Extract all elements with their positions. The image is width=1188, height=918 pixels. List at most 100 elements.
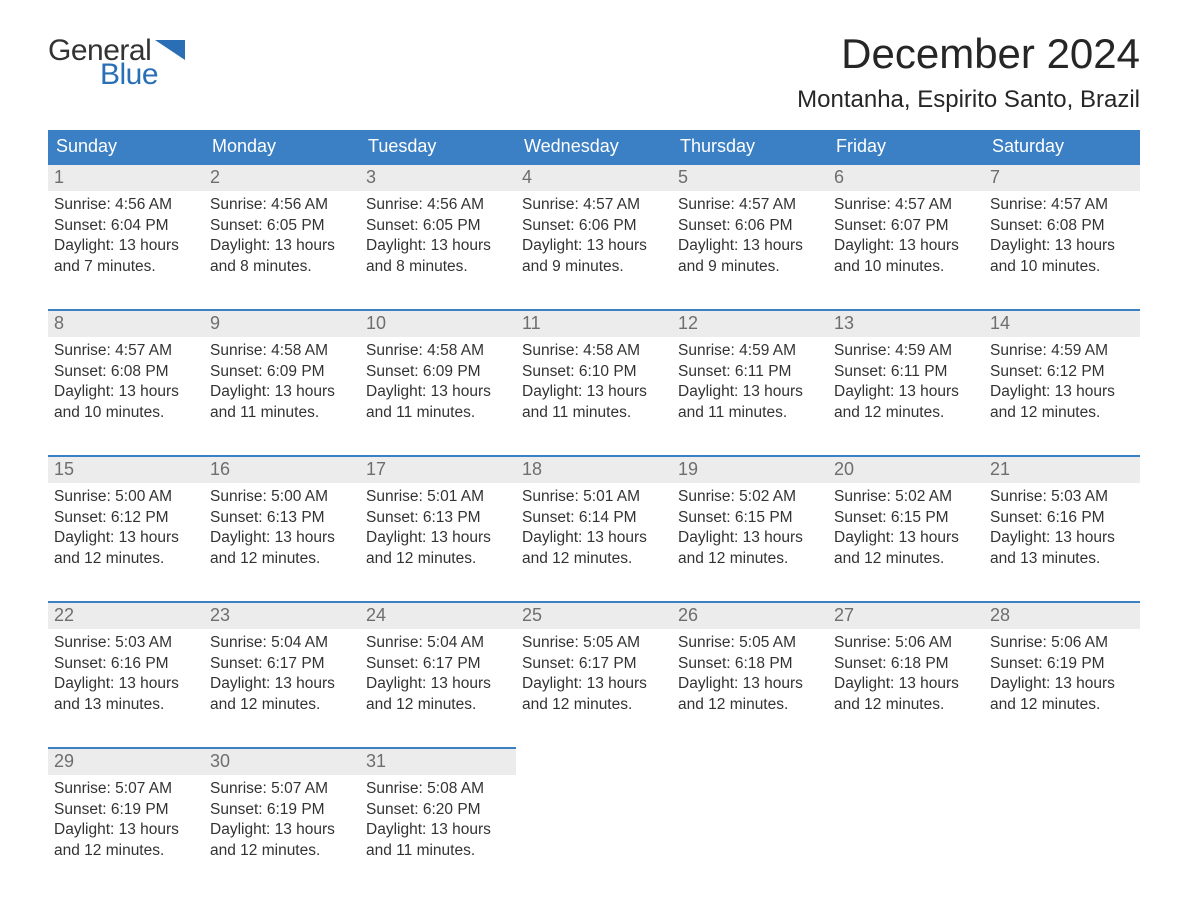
detail-line: Sunset: 6:18 PM xyxy=(678,654,822,675)
day-details: Sunrise: 5:03 AMSunset: 6:16 PMDaylight:… xyxy=(48,629,204,723)
day-header: Sunday xyxy=(48,130,204,164)
week-spacer xyxy=(48,733,1140,748)
day-number: 9 xyxy=(204,311,360,337)
detail-line: and 12 minutes. xyxy=(834,549,978,570)
detail-line: Sunrise: 4:56 AM xyxy=(366,195,510,216)
calendar-cell xyxy=(828,748,984,879)
day-number: 10 xyxy=(360,311,516,337)
day-details: Sunrise: 5:05 AMSunset: 6:18 PMDaylight:… xyxy=(672,629,828,723)
day-number: 13 xyxy=(828,311,984,337)
detail-line: and 13 minutes. xyxy=(990,549,1134,570)
day-details: Sunrise: 4:57 AMSunset: 6:08 PMDaylight:… xyxy=(48,337,204,431)
detail-line: and 12 minutes. xyxy=(366,549,510,570)
detail-line: and 12 minutes. xyxy=(54,841,198,862)
detail-line: Sunset: 6:18 PM xyxy=(834,654,978,675)
detail-line: Daylight: 13 hours xyxy=(678,674,822,695)
day-details: Sunrise: 5:03 AMSunset: 6:16 PMDaylight:… xyxy=(984,483,1140,577)
calendar-week: 15Sunrise: 5:00 AMSunset: 6:12 PMDayligh… xyxy=(48,456,1140,587)
detail-line: Daylight: 13 hours xyxy=(210,674,354,695)
detail-line: Daylight: 13 hours xyxy=(834,236,978,257)
calendar-week: 1Sunrise: 4:56 AMSunset: 6:04 PMDaylight… xyxy=(48,164,1140,295)
day-header: Tuesday xyxy=(360,130,516,164)
detail-line: Sunrise: 4:57 AM xyxy=(990,195,1134,216)
detail-line: Sunset: 6:19 PM xyxy=(210,800,354,821)
detail-line: Daylight: 13 hours xyxy=(990,382,1134,403)
detail-line: Sunrise: 4:58 AM xyxy=(210,341,354,362)
day-number: 11 xyxy=(516,311,672,337)
day-details: Sunrise: 5:06 AMSunset: 6:18 PMDaylight:… xyxy=(828,629,984,723)
detail-line: Sunrise: 4:59 AM xyxy=(678,341,822,362)
detail-line: Sunset: 6:11 PM xyxy=(834,362,978,383)
detail-line: and 12 minutes. xyxy=(210,695,354,716)
detail-line: Daylight: 13 hours xyxy=(366,236,510,257)
detail-line: Sunset: 6:11 PM xyxy=(678,362,822,383)
detail-line: Sunset: 6:09 PM xyxy=(366,362,510,383)
calendar-week: 8Sunrise: 4:57 AMSunset: 6:08 PMDaylight… xyxy=(48,310,1140,441)
calendar-cell: 23 Sunrise: 5:04 AMSunset: 6:17 PMDayligh… xyxy=(204,602,360,733)
week-spacer xyxy=(48,295,1140,310)
calendar-cell: 5Sunrise: 4:57 AMSunset: 6:06 PMDaylight… xyxy=(672,164,828,295)
detail-line: Daylight: 13 hours xyxy=(834,674,978,695)
day-number: 19 xyxy=(672,457,828,483)
logo-text-blue: Blue xyxy=(100,60,185,90)
detail-line: Sunrise: 4:59 AM xyxy=(990,341,1134,362)
detail-line: Sunrise: 5:04 AM xyxy=(210,633,354,654)
detail-line: Daylight: 13 hours xyxy=(54,236,198,257)
detail-line: Sunset: 6:05 PM xyxy=(366,216,510,237)
detail-line: Sunrise: 5:01 AM xyxy=(522,487,666,508)
detail-line: Daylight: 13 hours xyxy=(834,528,978,549)
detail-line: Daylight: 13 hours xyxy=(210,528,354,549)
calendar-table: Sunday Monday Tuesday Wednesday Thursday… xyxy=(48,130,1140,879)
detail-line: Sunset: 6:14 PM xyxy=(522,508,666,529)
detail-line: and 12 minutes. xyxy=(522,695,666,716)
detail-line: Sunrise: 5:07 AM xyxy=(54,779,198,800)
detail-line: Sunset: 6:15 PM xyxy=(834,508,978,529)
day-number: 23 xyxy=(204,603,360,629)
day-number: 14 xyxy=(984,311,1140,337)
calendar-cell: 31Sunrise: 5:08 AMSunset: 6:20 PMDayligh… xyxy=(360,748,516,879)
week-spacer xyxy=(48,441,1140,456)
day-details: Sunrise: 4:57 AMSunset: 6:08 PMDaylight:… xyxy=(984,191,1140,285)
detail-line: and 9 minutes. xyxy=(678,257,822,278)
detail-line: Sunset: 6:16 PM xyxy=(990,508,1134,529)
day-number: 31 xyxy=(360,749,516,775)
detail-line: and 11 minutes. xyxy=(678,403,822,424)
day-number: 20 xyxy=(828,457,984,483)
calendar-cell: 1Sunrise: 4:56 AMSunset: 6:04 PMDaylight… xyxy=(48,164,204,295)
page: General Blue December 2024 Montanha, Esp… xyxy=(0,0,1188,918)
day-header: Friday xyxy=(828,130,984,164)
detail-line: Sunset: 6:19 PM xyxy=(54,800,198,821)
day-number: 15 xyxy=(48,457,204,483)
day-details: Sunrise: 5:07 AMSunset: 6:19 PMDaylight:… xyxy=(48,775,204,869)
detail-line: and 12 minutes. xyxy=(678,549,822,570)
month-title: December 2024 xyxy=(797,30,1140,78)
day-header: Monday xyxy=(204,130,360,164)
detail-line: Daylight: 13 hours xyxy=(54,528,198,549)
day-details: Sunrise: 5:08 AMSunset: 6:20 PMDaylight:… xyxy=(360,775,516,869)
day-number: 30 xyxy=(204,749,360,775)
day-number: 4 xyxy=(516,165,672,191)
day-number: 26 xyxy=(672,603,828,629)
calendar-cell: 27Sunrise: 5:06 AMSunset: 6:18 PMDayligh… xyxy=(828,602,984,733)
day-details: Sunrise: 5:00 AMSunset: 6:12 PMDaylight:… xyxy=(48,483,204,577)
detail-line: Daylight: 13 hours xyxy=(678,236,822,257)
detail-line: Daylight: 13 hours xyxy=(366,382,510,403)
detail-line: Sunset: 6:17 PM xyxy=(210,654,354,675)
detail-line: Sunset: 6:16 PM xyxy=(54,654,198,675)
calendar-cell: 16Sunrise: 5:00 AMSunset: 6:13 PMDayligh… xyxy=(204,456,360,587)
day-number: 25 xyxy=(516,603,672,629)
day-number: 3 xyxy=(360,165,516,191)
detail-line: Sunset: 6:12 PM xyxy=(54,508,198,529)
calendar-cell: 6Sunrise: 4:57 AMSunset: 6:07 PMDaylight… xyxy=(828,164,984,295)
detail-line: Sunrise: 5:02 AM xyxy=(834,487,978,508)
detail-line: Daylight: 13 hours xyxy=(210,820,354,841)
calendar-cell: 10Sunrise: 4:58 AMSunset: 6:09 PMDayligh… xyxy=(360,310,516,441)
day-number: 27 xyxy=(828,603,984,629)
detail-line: Sunrise: 4:58 AM xyxy=(522,341,666,362)
detail-line: Sunrise: 5:05 AM xyxy=(522,633,666,654)
detail-line: and 12 minutes. xyxy=(210,841,354,862)
detail-line: Sunrise: 4:59 AM xyxy=(834,341,978,362)
calendar-week: 29Sunrise: 5:07 AMSunset: 6:19 PMDayligh… xyxy=(48,748,1140,879)
day-number: 17 xyxy=(360,457,516,483)
day-details: Sunrise: 5:05 AMSunset: 6:17 PMDaylight:… xyxy=(516,629,672,723)
